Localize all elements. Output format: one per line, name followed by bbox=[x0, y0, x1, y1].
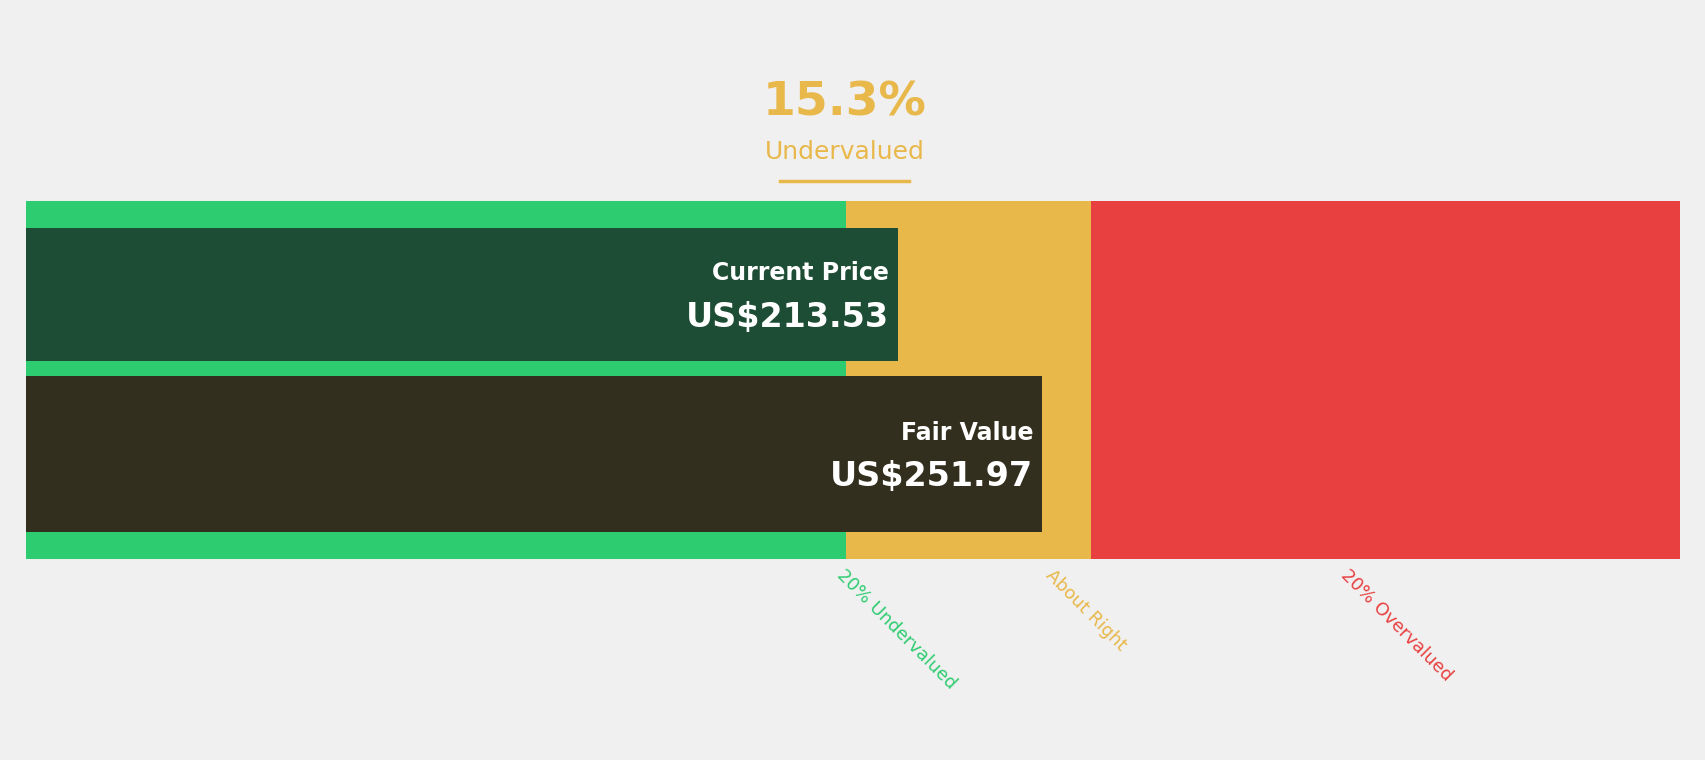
Text: 15.3%: 15.3% bbox=[762, 80, 926, 125]
Text: Undervalued: Undervalued bbox=[764, 140, 924, 164]
Bar bbox=[26, 376, 1042, 532]
Text: US$251.97: US$251.97 bbox=[830, 461, 1033, 493]
Text: 20% Overvalued: 20% Overvalued bbox=[1337, 566, 1454, 685]
Text: About Right: About Right bbox=[1042, 566, 1129, 654]
Text: US$213.53: US$213.53 bbox=[685, 301, 888, 334]
Text: Fair Value: Fair Value bbox=[900, 421, 1033, 445]
Bar bbox=[26, 228, 897, 361]
Text: 20% Undervalued: 20% Undervalued bbox=[834, 566, 960, 693]
Text: Current Price: Current Price bbox=[713, 261, 888, 285]
Bar bbox=[26, 201, 846, 559]
Bar bbox=[846, 201, 1091, 559]
Bar bbox=[1091, 201, 1679, 559]
